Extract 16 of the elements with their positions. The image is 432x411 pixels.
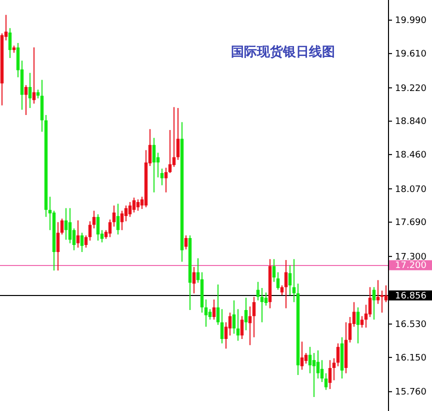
y-tick-label: 19.990 bbox=[395, 16, 427, 26]
text: 国际现货银日线图 bbox=[231, 44, 335, 60]
y-tick-label: 18.070 bbox=[395, 184, 427, 195]
y-tick-label: 19.610 bbox=[395, 50, 427, 60]
y-tick-label: 19.220 bbox=[395, 84, 427, 94]
y-tick-label: 15.760 bbox=[395, 388, 427, 398]
y-tick-label: 17.300 bbox=[395, 252, 427, 262]
ref-line-label: 16.856 bbox=[395, 291, 427, 302]
y-tick-label: 17.690 bbox=[395, 218, 427, 228]
ref-line-label: 17.200 bbox=[395, 261, 427, 272]
y-tick-label: 16.150 bbox=[395, 353, 427, 364]
ref-label: 16.856 bbox=[389, 290, 432, 302]
y-tick-label: 18.840 bbox=[395, 117, 427, 128]
y-tick-label: 16.530 bbox=[395, 320, 427, 330]
y-tick-label: 18.460 bbox=[395, 150, 427, 161]
ref-label: 17.200 bbox=[389, 260, 432, 272]
